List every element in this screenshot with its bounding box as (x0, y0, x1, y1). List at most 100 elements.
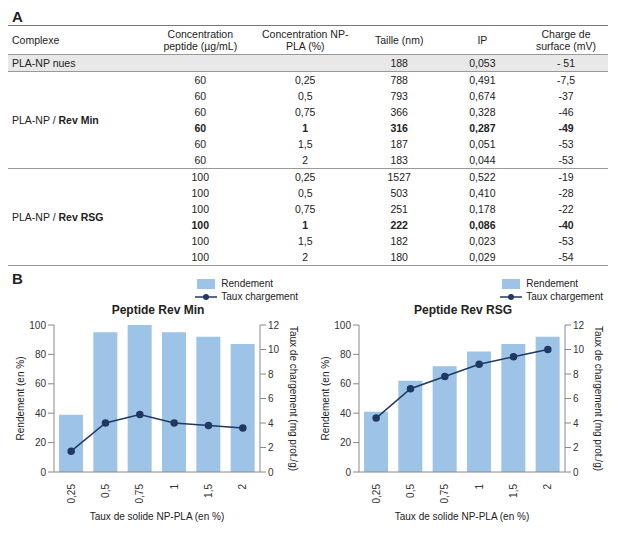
svg-text:0: 0 (573, 467, 579, 478)
html-text:-22: -22 (558, 203, 574, 215)
svg-text:Taux de chargement (mg prot./g: Taux de chargement (mg prot./g) (288, 326, 299, 471)
html-text:251: 251 (390, 203, 408, 215)
html-text:-53: -53 (558, 154, 574, 166)
svg-text:Taux de solide NP-PLA (en %): Taux de solide NP-PLA (en %) (395, 511, 530, 522)
html-text:PLA-NP / Rev RSG: PLA-NP / Rev RSG (12, 211, 104, 223)
svg-text:Rendement (en %): Rendement (en %) (320, 357, 331, 441)
svg-text:0,5: 0,5 (100, 484, 111, 498)
svg-text:60: 60 (340, 378, 352, 389)
html-text:0,522: 0,522 (469, 171, 496, 183)
svg-text:40: 40 (340, 408, 352, 419)
svg-text:1,5: 1,5 (508, 484, 519, 498)
html-text:60: 60 (194, 122, 207, 134)
svg-text:100: 100 (29, 320, 46, 331)
html-text:0,178: 0,178 (469, 203, 496, 215)
svg-text:6: 6 (268, 393, 274, 404)
html-text:1527: 1527 (387, 171, 411, 183)
svg-text:2: 2 (573, 442, 579, 453)
html-text:0,5: 0,5 (297, 187, 313, 199)
svg-text:6: 6 (573, 393, 579, 404)
svg-text:2: 2 (237, 484, 248, 490)
svg-text:0,25: 0,25 (371, 484, 382, 504)
html-text:Peptide Rev RSG: Peptide Rev RSG (414, 303, 512, 317)
svg-text:12: 12 (573, 320, 585, 331)
svg-text:0,5: 0,5 (405, 484, 416, 498)
html-text:788: 788 (390, 74, 408, 86)
html-text:-19: -19 (558, 171, 574, 183)
svg-text:80: 80 (35, 349, 47, 360)
svg-text:Rendement (en %): Rendement (en %) (15, 357, 26, 441)
html-text:503: 503 (390, 187, 408, 199)
svg-text:8: 8 (268, 369, 274, 380)
svg-text:1,5: 1,5 (203, 484, 214, 498)
html-text:0,328: 0,328 (469, 106, 496, 118)
svg-text:40: 40 (35, 408, 47, 419)
svg-text:Taux de solide NP-PLA (en %): Taux de solide NP-PLA (en %) (90, 511, 225, 522)
svg-text:1: 1 (169, 484, 180, 490)
html-text:0,491: 0,491 (469, 74, 496, 86)
svg-text:0,25: 0,25 (66, 484, 77, 504)
html-text:366: 366 (390, 106, 408, 118)
svg-text:20: 20 (340, 437, 352, 448)
svg-text:8: 8 (573, 369, 579, 380)
html-text:-49: -49 (558, 122, 574, 134)
html-text:-7,5: -7,5 (556, 74, 575, 86)
html-text:60: 60 (194, 154, 207, 166)
html-text:-53: -53 (558, 138, 574, 150)
svg-text:0: 0 (345, 467, 351, 478)
svg-text:4: 4 (268, 418, 274, 429)
html-text:Peptide Rev Min: Peptide Rev Min (111, 303, 205, 317)
svg-text:0: 0 (40, 467, 46, 478)
html-text:0,051: 0,051 (469, 138, 496, 150)
html-text:- 51: - 51 (556, 57, 575, 69)
html-text:100: 100 (191, 203, 209, 215)
svg-text:1: 1 (474, 484, 485, 490)
html-text:Taille (nm): Taille (nm) (375, 34, 424, 46)
html-text:60: 60 (194, 138, 207, 150)
svg-text:4: 4 (573, 418, 579, 429)
html-text:183: 183 (390, 154, 408, 166)
html-text:1,5: 1,5 (297, 138, 313, 150)
html-text:0,25: 0,25 (295, 171, 316, 183)
html-text:0,75: 0,75 (295, 106, 316, 118)
html-text:0,044: 0,044 (469, 154, 496, 166)
html-text:187: 187 (390, 138, 408, 150)
html-text:60: 60 (194, 106, 207, 118)
svg-text:80: 80 (340, 349, 352, 360)
html-text:60: 60 (194, 90, 207, 102)
html-text:0,75: 0,75 (295, 203, 316, 215)
html-text:Complexe: Complexe (12, 34, 60, 46)
html-text:-46: -46 (558, 106, 574, 118)
html-text:188: 188 (390, 57, 408, 69)
html-text:Charge de surface (mV): Charge de surface (mV) (535, 28, 596, 52)
html-text:0,25: 0,25 (295, 74, 316, 86)
svg-text:20: 20 (35, 437, 47, 448)
svg-text:12: 12 (268, 320, 280, 331)
svg-text:0: 0 (268, 467, 274, 478)
html-text:0,053: 0,053 (469, 57, 496, 69)
svg-text:10: 10 (573, 344, 585, 355)
html-text:Concentration NP-PLA (%): Concentration NP-PLA (%) (262, 28, 349, 52)
html-text:PLA-NP nues: PLA-NP nues (12, 57, 76, 69)
svg-text:Taux de chargement (mg prot./g: Taux de chargement (mg prot./g) (593, 326, 604, 471)
svg-text:2: 2 (542, 484, 553, 490)
html-text:-28: -28 (558, 187, 574, 199)
html-text:793: 793 (390, 90, 408, 102)
svg-text:100: 100 (334, 320, 351, 331)
html-text:PLA-NP / Rev Min: PLA-NP / Rev Min (12, 114, 99, 126)
html-text:60: 60 (194, 74, 207, 86)
svg-text:0,75: 0,75 (134, 484, 145, 504)
svg-text:2: 2 (268, 442, 274, 453)
html-text:Concentration peptide (µg/mL): Concentration peptide (µg/mL) (163, 28, 238, 52)
html-text:0,287: 0,287 (469, 122, 496, 134)
html-text:100: 100 (191, 171, 209, 183)
html-text:0,674: 0,674 (469, 90, 496, 102)
html-text:-37: -37 (558, 90, 574, 102)
html-text:316: 316 (390, 122, 408, 134)
html-text:0,5: 0,5 (297, 90, 313, 102)
html-text:0,410: 0,410 (469, 187, 496, 199)
svg-text:10: 10 (268, 344, 280, 355)
html-text:100: 100 (191, 187, 209, 199)
svg-text:60: 60 (35, 378, 47, 389)
svg-text:0,75: 0,75 (439, 484, 450, 504)
